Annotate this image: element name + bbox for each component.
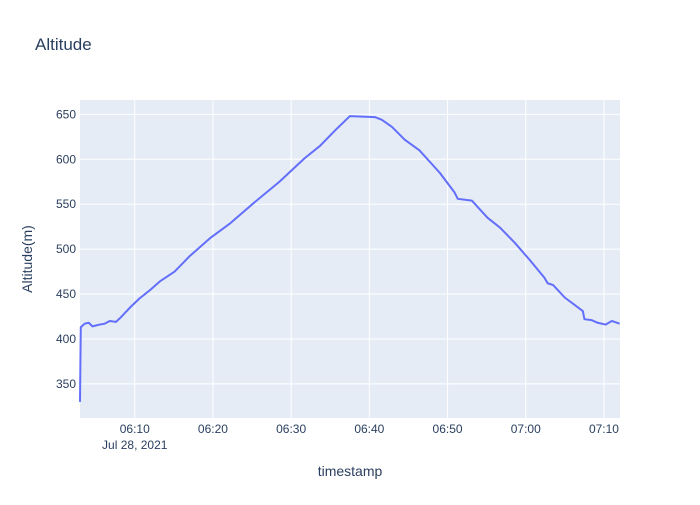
x-tick-label: 07:00 [511, 422, 541, 436]
x-tick-label: 06:10 [120, 422, 150, 436]
y-tick-label: 400 [56, 332, 76, 346]
data-line [79, 115, 620, 402]
y-tick-label: 350 [56, 377, 76, 391]
chart-title: Altitude [35, 35, 92, 54]
x-axis-title: timestamp [318, 463, 383, 479]
y-axis-title: Altitude(m) [19, 225, 35, 293]
x-tick-date: Jul 28, 2021 [102, 438, 168, 452]
x-tick-label: 06:20 [198, 422, 228, 436]
x-tick-label: 06:30 [276, 422, 306, 436]
y-tick-label: 650 [56, 107, 76, 121]
x-tick-label: 06:50 [433, 422, 463, 436]
grid [80, 100, 620, 418]
plot-area [80, 100, 620, 418]
x-tick-label: 07:10 [589, 422, 619, 436]
x-tick-label: 06:40 [354, 422, 384, 436]
y-tick-label: 450 [56, 287, 76, 301]
y-tick-label: 500 [56, 242, 76, 256]
y-tick-label: 600 [56, 152, 76, 166]
y-tick-label: 550 [56, 197, 76, 211]
